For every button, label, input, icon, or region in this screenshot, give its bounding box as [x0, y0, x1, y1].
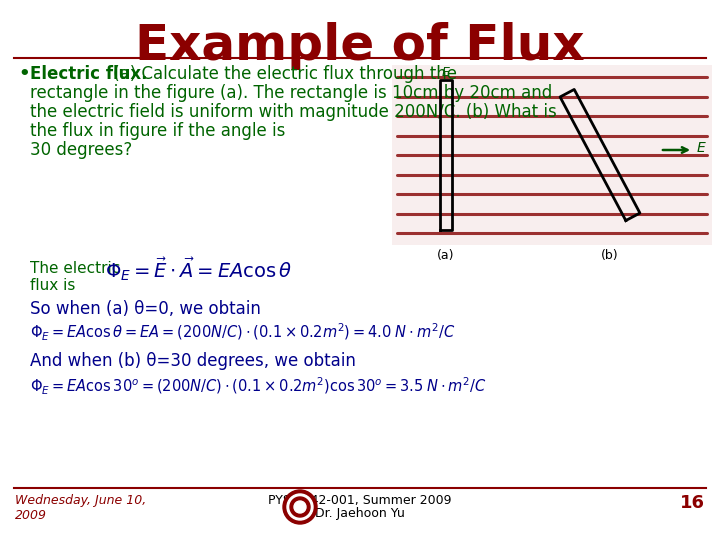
- Text: Wednesday, June 10,
2009: Wednesday, June 10, 2009: [15, 494, 146, 522]
- Text: 16: 16: [680, 494, 705, 512]
- Text: $\Phi_E = EA\cos 30^o = \left(200N/C\right)\cdot\left(0.1\times0.2m^2\right)\cos: $\Phi_E = EA\cos 30^o = \left(200N/C\rig…: [30, 376, 487, 397]
- Text: $\Phi_E = \vec{E} \cdot \vec{A} = EA\cos\theta$: $\Phi_E = \vec{E} \cdot \vec{A} = EA\cos…: [105, 255, 292, 283]
- Text: 30 degrees?: 30 degrees?: [30, 141, 132, 159]
- Text: flux is: flux is: [30, 278, 76, 293]
- Text: rectangle in the figure (a). The rectangle is 10cm by 20cm and: rectangle in the figure (a). The rectang…: [30, 84, 552, 102]
- Text: And when (b) θ=30 degrees, we obtain: And when (b) θ=30 degrees, we obtain: [30, 352, 356, 370]
- Text: (a) Calculate the electric flux through the: (a) Calculate the electric flux through …: [108, 65, 457, 83]
- Text: E: E: [697, 141, 706, 155]
- Text: (b): (b): [601, 249, 618, 262]
- Circle shape: [294, 501, 306, 513]
- Text: •: •: [18, 65, 30, 83]
- Circle shape: [287, 494, 313, 520]
- Text: Dr. Jaehoon Yu: Dr. Jaehoon Yu: [315, 507, 405, 520]
- Text: (a): (a): [437, 249, 455, 262]
- Text: The electric: The electric: [30, 261, 120, 276]
- Text: Electric flux.: Electric flux.: [30, 65, 148, 83]
- Circle shape: [283, 490, 317, 524]
- Text: E: E: [442, 66, 450, 79]
- Text: Example of Flux: Example of Flux: [135, 22, 585, 70]
- Circle shape: [290, 497, 310, 517]
- Bar: [392, 65, 712, 245]
- Text: So when (a) θ=0, we obtain: So when (a) θ=0, we obtain: [30, 300, 261, 318]
- Text: the flux in figure if the angle is: the flux in figure if the angle is: [30, 122, 285, 140]
- Text: the electric field is uniform with magnitude 200N/C. (b) What is: the electric field is uniform with magni…: [30, 103, 557, 121]
- Text: PYS 1442-001, Summer 2009: PYS 1442-001, Summer 2009: [269, 494, 451, 507]
- Text: $\Phi_E = EA\cos\theta = EA = \left(200N/C\right)\cdot\left(0.1\times0.2m^2\righ: $\Phi_E = EA\cos\theta = EA = \left(200N…: [30, 322, 455, 343]
